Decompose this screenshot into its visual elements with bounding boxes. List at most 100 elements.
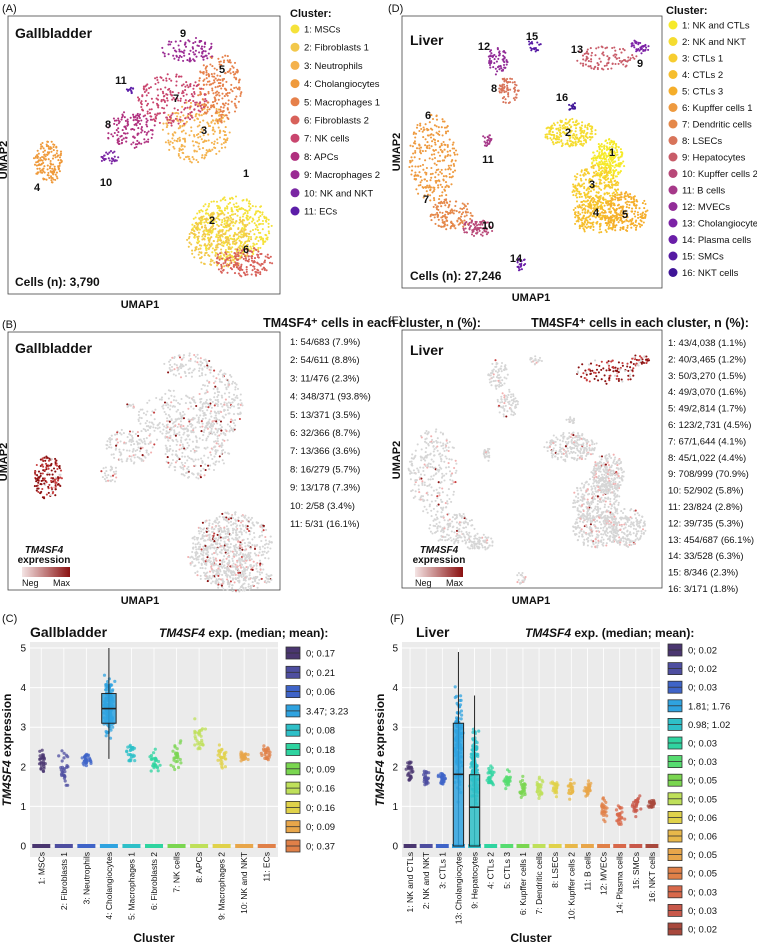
umap-point xyxy=(246,218,249,221)
umap-point xyxy=(138,113,142,116)
umap-point xyxy=(203,100,206,103)
umap-point xyxy=(234,577,237,580)
umap-point xyxy=(436,205,439,208)
umap-point xyxy=(265,581,268,584)
umap-point xyxy=(207,133,210,136)
umap-point xyxy=(571,105,574,108)
umap-point xyxy=(225,93,228,96)
umap-point xyxy=(204,212,207,215)
umap-point xyxy=(595,222,598,225)
umap-point xyxy=(130,143,133,146)
umap-point xyxy=(202,560,206,564)
umap-point xyxy=(201,225,204,228)
umap-point xyxy=(437,179,440,182)
umap-point xyxy=(245,235,248,238)
umap-point xyxy=(486,144,489,147)
umap-point xyxy=(258,578,261,581)
umap-point xyxy=(264,539,267,542)
umap-point xyxy=(185,93,188,96)
umap-point xyxy=(57,159,60,162)
umap-point xyxy=(611,186,614,189)
umap-point xyxy=(637,41,640,44)
umap-point xyxy=(197,161,200,164)
umap-d-cluster-label-1: 1 xyxy=(609,147,615,159)
umap-point xyxy=(578,196,581,199)
umap-point xyxy=(579,177,582,180)
umap-point xyxy=(247,552,250,555)
umap-point xyxy=(59,159,62,162)
umap-point xyxy=(439,148,442,151)
umap-point xyxy=(197,94,200,97)
umap-point xyxy=(243,226,246,230)
umap-point xyxy=(197,253,200,256)
umap-point xyxy=(203,243,207,246)
umap-point xyxy=(203,125,207,129)
umap-point xyxy=(225,543,228,546)
umap-point xyxy=(203,42,206,45)
umap-point xyxy=(212,103,215,106)
umap-point xyxy=(414,132,418,135)
umap-point xyxy=(205,530,208,533)
umap-point xyxy=(565,122,568,125)
umap-point xyxy=(192,42,195,45)
umap-point xyxy=(622,226,625,229)
umap-point xyxy=(234,518,237,521)
umap-point xyxy=(193,119,196,122)
umap-point xyxy=(619,226,622,229)
umap-point xyxy=(211,575,214,578)
umap-point xyxy=(432,205,435,208)
umap-point xyxy=(252,242,255,245)
umap-point xyxy=(208,254,211,258)
umap-point xyxy=(517,266,520,269)
umap-point xyxy=(415,147,419,150)
panel-a-legend-swatch-10 xyxy=(290,188,300,198)
umap-point xyxy=(157,94,160,97)
umap-point xyxy=(600,45,603,48)
umap-point xyxy=(484,141,487,145)
umap-point xyxy=(206,571,209,574)
umap-point xyxy=(206,221,209,224)
umap-point xyxy=(583,207,586,210)
umap-point xyxy=(561,144,564,147)
umap-point xyxy=(233,548,236,551)
umap-point xyxy=(165,79,168,82)
umap-point xyxy=(218,239,222,242)
umap-point xyxy=(462,228,465,232)
umap-point xyxy=(155,76,159,79)
umap-point xyxy=(252,560,255,563)
umap-point xyxy=(187,245,190,248)
umap-point xyxy=(46,153,49,156)
umap-point xyxy=(50,179,53,182)
umap-point xyxy=(261,262,264,266)
umap-point xyxy=(592,167,595,170)
umap-point xyxy=(639,48,642,51)
umap-point xyxy=(224,251,227,254)
umap-point xyxy=(256,570,259,573)
umap-point xyxy=(584,125,587,129)
umap-point xyxy=(504,101,507,104)
umap-point xyxy=(233,528,236,531)
umap-point xyxy=(132,113,135,116)
umap-point xyxy=(212,213,215,216)
umap-point xyxy=(249,547,252,550)
umap-point xyxy=(588,203,591,206)
umap-point xyxy=(234,589,237,592)
umap-point xyxy=(574,194,577,197)
umap-point xyxy=(241,220,244,223)
umap-point xyxy=(593,198,596,201)
umap-point xyxy=(218,129,222,132)
umap-point xyxy=(623,58,626,62)
umap-point xyxy=(218,258,221,261)
umap-point xyxy=(560,135,563,138)
umap-point xyxy=(165,116,168,119)
umap-point xyxy=(586,210,589,213)
umap-point xyxy=(227,241,230,244)
umap-point xyxy=(55,152,58,155)
umap-point xyxy=(235,106,238,109)
umap-point xyxy=(248,557,251,560)
umap-point xyxy=(226,219,229,222)
umap-point xyxy=(223,254,226,257)
umap-point xyxy=(225,525,228,528)
umap-point xyxy=(202,557,205,560)
panel-d-legend-label-12: 12: MVECs xyxy=(682,202,730,213)
